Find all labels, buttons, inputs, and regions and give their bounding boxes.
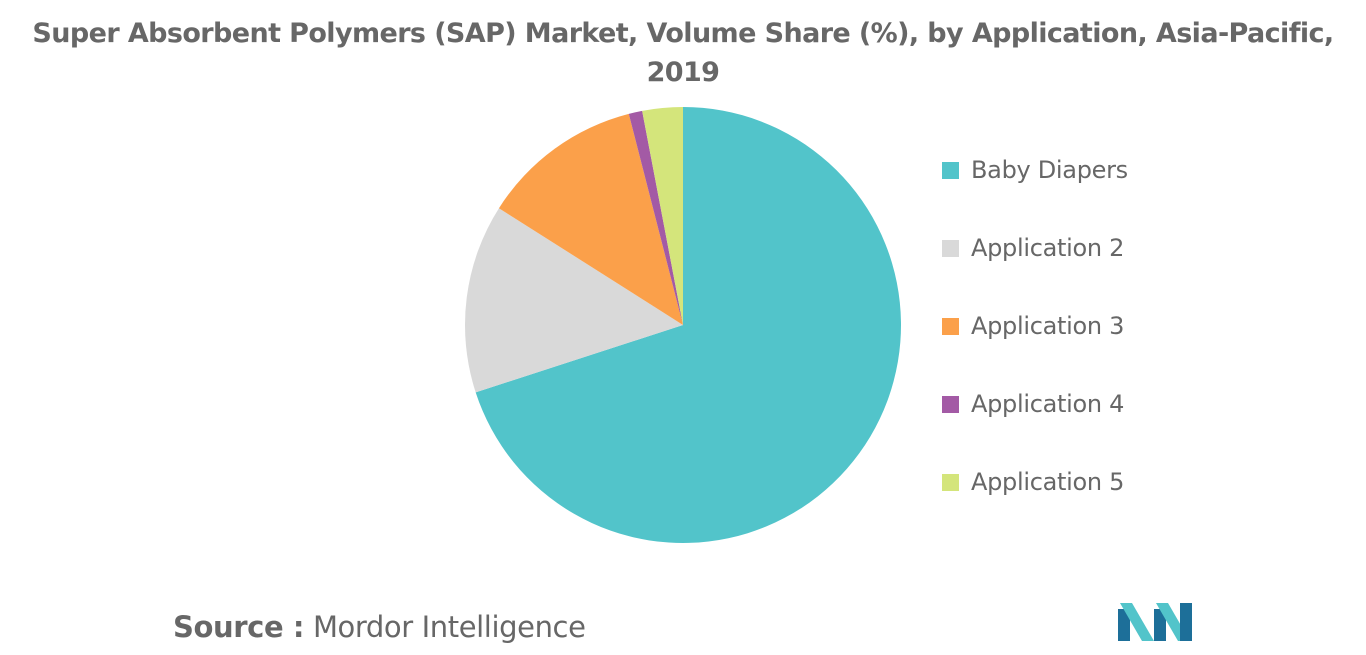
legend-label: Baby Diapers <box>971 156 1128 184</box>
legend-item-application-2: Application 2 <box>942 228 1202 306</box>
chart-title-line-2: 2019 <box>646 57 720 88</box>
legend-item-baby-diapers: Baby Diapers <box>942 150 1202 228</box>
pie-slice-baby-diapers <box>475 107 901 543</box>
source-value: Mordor Intelligence <box>312 610 586 644</box>
legend-item-application-4: Application 4 <box>942 384 1202 462</box>
pie-slice-application-2 <box>465 208 683 393</box>
legend-item-application-5: Application 5 <box>942 462 1202 540</box>
pie-slice-application-3 <box>498 113 683 325</box>
chart-title-line-1: Super Absorbent Polymers (SAP) Market, V… <box>32 18 1334 49</box>
logo-mid-stroke <box>1154 609 1166 641</box>
legend-label: Application 5 <box>971 468 1125 496</box>
logo-left-diagonal <box>1120 603 1154 641</box>
logo-left-stroke <box>1118 609 1130 641</box>
legend-label: Application 4 <box>971 390 1125 418</box>
legend-label: Application 3 <box>971 312 1125 340</box>
legend-swatch <box>942 240 959 257</box>
mordor-intelligence-logo <box>1118 603 1192 641</box>
legend-swatch <box>942 396 959 413</box>
logo-right-stroke <box>1180 603 1192 641</box>
chart-title: Super Absorbent Polymers (SAP) Market, V… <box>0 14 1366 92</box>
chart-legend: Baby Diapers Application 2 Application 3… <box>942 150 1202 540</box>
legend-swatch <box>942 162 959 179</box>
legend-label: Application 2 <box>971 234 1125 262</box>
legend-item-application-3: Application 3 <box>942 306 1202 384</box>
source-note: Source : Mordor Intelligence <box>173 607 586 647</box>
source-key: Source : <box>173 610 305 644</box>
pie-slice-application-4 <box>628 110 683 325</box>
pie-slice-application-5 <box>642 106 683 325</box>
legend-swatch <box>942 474 959 491</box>
legend-swatch <box>942 318 959 335</box>
